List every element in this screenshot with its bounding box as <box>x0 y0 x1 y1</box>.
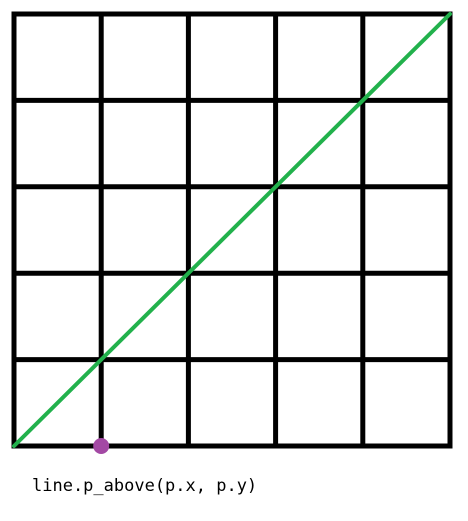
code-caption: line.p_above(p.x, p.y) <box>32 476 258 496</box>
point-p <box>93 438 110 454</box>
grid-lines <box>11 11 453 449</box>
diagonal-line <box>12 12 452 448</box>
grid-diagram <box>11 11 453 454</box>
